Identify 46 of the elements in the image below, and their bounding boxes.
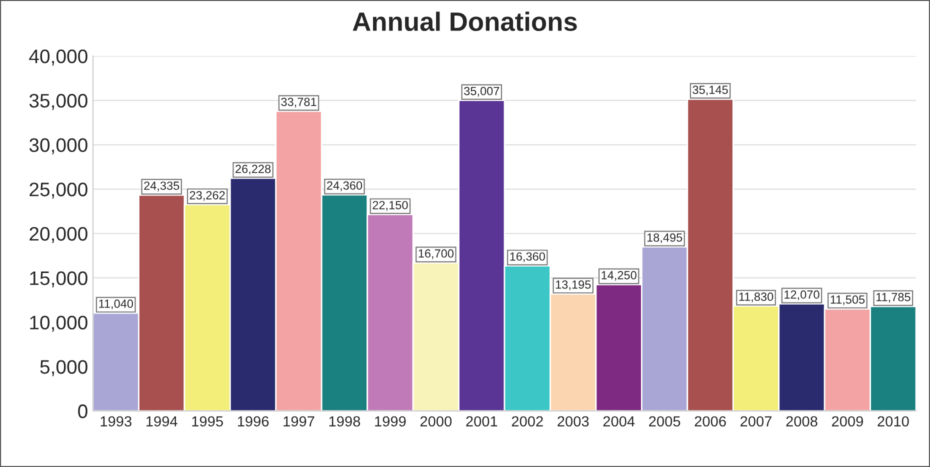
data-label: 22,150: [372, 200, 408, 211]
x-tick-label: 2008: [786, 416, 818, 427]
data-label: 24,335: [144, 182, 180, 192]
x-tick-label: 2002: [512, 416, 543, 427]
x-tick-label: 1994: [146, 416, 178, 427]
x-tick-label: 2003: [558, 416, 589, 427]
data-label: 26,228: [236, 164, 271, 175]
y-tick-label: 25,000: [30, 182, 88, 199]
data-label: 23,262: [190, 191, 225, 201]
data-label: 35,145: [692, 86, 728, 96]
x-tick-label: 2004: [603, 416, 635, 427]
x-tick-label: 1997: [284, 416, 314, 427]
data-label: 33,781: [281, 98, 316, 108]
data-label: 13,195: [556, 280, 591, 290]
data-label: 24,360: [327, 181, 362, 192]
x-tick-label: 2005: [649, 416, 680, 427]
data-label: 11,830: [739, 292, 774, 302]
x-tick-label: 2001: [466, 416, 498, 427]
y-tick-label: 35,000: [29, 94, 88, 110]
data-label: 14,250: [602, 271, 636, 281]
y-tick-label: 30,000: [29, 138, 88, 154]
y-tick-label: 0: [78, 404, 88, 418]
data-label: 35,007: [464, 86, 500, 97]
data-label: 11,785: [876, 292, 910, 303]
x-tick-label: 2010: [878, 416, 909, 427]
x-tick-label: 1999: [375, 416, 406, 427]
y-tick-label: 15,000: [30, 271, 88, 288]
data-label: 11,505: [830, 295, 865, 306]
y-tick-label: 20,000: [30, 226, 88, 244]
x-tick-label: 2009: [832, 416, 863, 427]
x-tick-label: 1996: [238, 416, 269, 427]
x-tick-label: 2007: [740, 416, 772, 427]
data-label: 16,360: [510, 252, 545, 262]
y-tick-label: 10,000: [30, 316, 88, 332]
data-label: 11,040: [99, 300, 134, 310]
y-tick-label: 5,000: [40, 360, 88, 376]
chart-title: Annual Donations: [352, 12, 577, 32]
data-label: 12,070: [784, 290, 820, 300]
x-tick-label: 2000: [420, 416, 452, 427]
x-tick-label: 1993: [100, 416, 132, 427]
y-tick-label: 40,000: [29, 50, 88, 66]
data-label: 16,700: [418, 249, 454, 260]
x-tick-label: 1998: [329, 416, 360, 427]
x-tick-label: 2006: [694, 416, 726, 427]
data-label: 18,495: [647, 233, 682, 244]
x-tick-label: 1995: [192, 416, 223, 427]
